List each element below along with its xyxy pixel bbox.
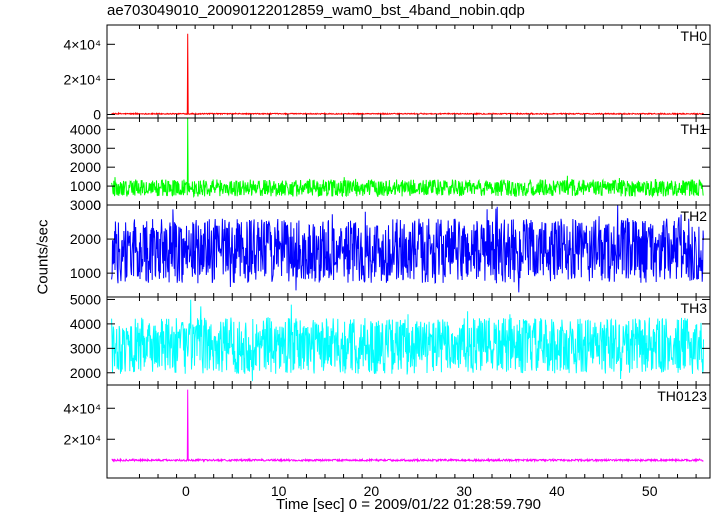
x-tick-label: 0 (182, 483, 190, 499)
y-tick-label: 5000 (70, 291, 101, 307)
panel-label-th3: TH3 (681, 300, 708, 316)
chart-title: ae703049010_20090122012859_wam0_bst_4ban… (107, 2, 525, 19)
y-tick-label: 4×10⁴ (63, 400, 101, 416)
x-tick-label: 20 (364, 483, 380, 499)
y-tick-label: 2×10⁴ (63, 71, 101, 87)
x-tick-label: 10 (271, 483, 287, 499)
panel-frame-th0 (106, 24, 711, 119)
x-axis-label: Time [sec] 0 = 2009/01/22 01:28:59.790 (275, 496, 542, 513)
panel-label-th1: TH1 (681, 121, 708, 137)
panel-frame-th1 (106, 117, 711, 206)
y-tick-label: 3000 (70, 140, 101, 156)
series-line-th1 (111, 118, 704, 198)
y-tick-label: 1000 (70, 178, 101, 194)
panel-label-th0123: TH0123 (657, 388, 707, 404)
x-tick-label: 40 (549, 483, 565, 499)
y-tick-label: 4×10⁴ (63, 36, 101, 52)
panel-frame-th0123 (106, 384, 711, 479)
series-line-th2 (111, 205, 704, 293)
series-line-th3 (111, 299, 704, 382)
y-tick-label: 2000 (70, 231, 101, 247)
series-line-th0123 (111, 389, 704, 464)
x-tick-label: 50 (642, 483, 658, 499)
y-tick-label: 2000 (70, 365, 101, 381)
y-tick-label: 2×10⁴ (63, 431, 101, 447)
panel-label-th0: TH0 (681, 28, 708, 44)
y-tick-label: 2000 (70, 159, 101, 175)
y-tick-label: 3000 (70, 197, 101, 213)
y-tick-label: 0 (93, 197, 101, 213)
y-tick-label: 4000 (70, 316, 101, 332)
y-tick-label: 4000 (70, 121, 101, 137)
y-axis-label: Counts/sec (34, 219, 52, 295)
y-tick-label: 1000 (70, 265, 101, 281)
y-tick-label: 0 (93, 106, 101, 122)
y-tick-label: 3000 (70, 340, 101, 356)
panel-label-th2: TH2 (681, 208, 708, 224)
x-tick-label: 30 (456, 483, 472, 499)
series-line-th0 (111, 33, 704, 116)
